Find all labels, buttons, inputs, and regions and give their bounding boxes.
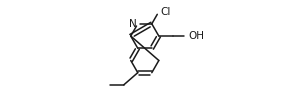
- Text: N: N: [129, 19, 137, 29]
- Text: Cl: Cl: [160, 7, 170, 17]
- Text: OH: OH: [188, 31, 204, 41]
